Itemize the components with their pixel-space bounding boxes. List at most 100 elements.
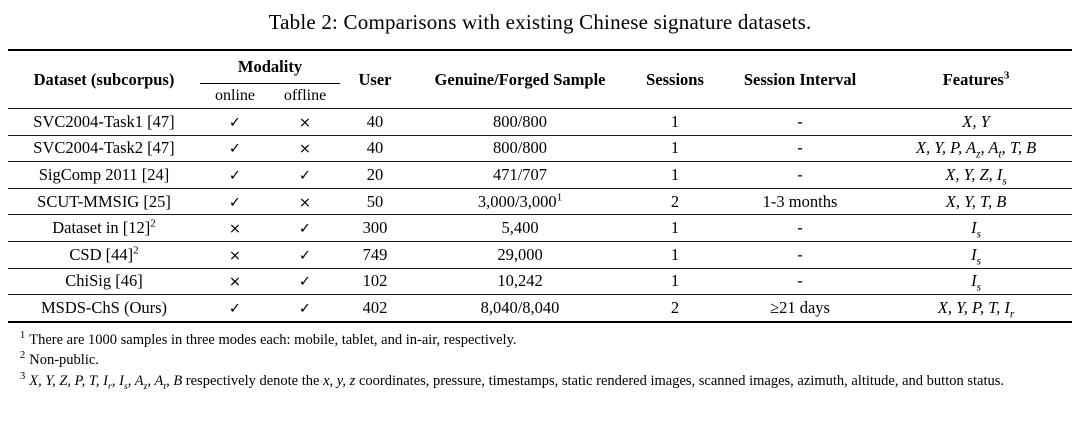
check-icon: ✓	[228, 300, 242, 317]
online-cross-icon: ×	[200, 241, 270, 268]
col-header-sessions: Sessions	[630, 50, 720, 109]
cell-dataset: ChiSig [46]	[65, 271, 143, 291]
col-header-offline: offline	[283, 87, 327, 104]
online-cross-icon: ×	[200, 215, 270, 242]
table-row: Dataset in [12]2 × ✓ 300 5,400 1 - Is	[8, 214, 1073, 242]
cell-dataset: SigComp 2011 [24]	[38, 164, 170, 184]
cell-interval: -	[797, 244, 803, 264]
cell-sessions: 2	[670, 191, 680, 211]
check-icon: ✓	[298, 274, 312, 291]
cell-interval: -	[797, 218, 803, 238]
cell-features: X, Y, Z, Is	[945, 164, 1007, 188]
col-header-modality: Modality	[200, 50, 341, 84]
col-header-online: online	[215, 87, 255, 104]
cell-sessions: 1	[670, 218, 680, 238]
cell-sessions: 1	[670, 138, 680, 158]
cell-user: 300	[362, 218, 388, 238]
cell-dataset: SVC2004-Task2 [47]	[33, 138, 175, 158]
footnote-text: Non-public.	[29, 352, 99, 369]
footnote-marker: 1	[20, 329, 26, 341]
check-icon: ✓	[298, 167, 312, 184]
cell-dataset: SVC2004-Task1 [47]	[33, 111, 175, 131]
offline-check-icon: ✓	[270, 295, 340, 322]
cell-sessions: 1	[670, 271, 680, 291]
check-icon: ✓	[298, 221, 312, 238]
cell-dataset: MSDS-ChS (Ours)	[40, 297, 168, 317]
cell-sample: 8,040/8,040	[480, 297, 560, 317]
table-row: SigComp 2011 [24] ✓ ✓ 20 471/707 1 - X, Y, Z, I…	[8, 161, 1073, 189]
header-row-sub: online offline	[8, 84, 1072, 109]
cell-user: 20	[366, 164, 384, 184]
cell-interval: 1-3 months	[762, 191, 838, 211]
table-row: SVC2004-Task1 [47] ✓ × 40 800/800 1 - X, Y	[8, 108, 1073, 136]
col-header-user: User	[340, 50, 410, 109]
cross-icon: ×	[298, 194, 312, 211]
check-icon: ✓	[228, 141, 242, 158]
check-icon: ✓	[298, 247, 312, 264]
col-header-interval: Session Interval	[720, 50, 880, 109]
cell-sample: 10,242	[497, 271, 543, 291]
col-header-dataset-label: Dataset (subcorpus)	[33, 69, 175, 89]
cell-sample: 3,000/3,0001	[477, 191, 563, 211]
online-check-icon: ✓	[200, 109, 270, 136]
col-header-sample-label: Genuine/Forged Sample	[434, 69, 606, 89]
footnote: 2 Non-public.	[10, 350, 1070, 370]
col-header-user-label: User	[358, 69, 392, 89]
table-row: MSDS-ChS (Ours) ✓ ✓ 402 8,040/8,040 2 ≥21 days…	[8, 294, 1073, 322]
online-check-icon: ✓	[200, 188, 270, 215]
table-caption: Table 2: Comparisons with existing Chine…	[268, 10, 812, 34]
cell-user: 102	[362, 271, 388, 291]
offline-cross-icon: ×	[270, 135, 340, 162]
cell-interval: -	[797, 138, 803, 158]
paper-table-figure: Table 2: Comparisons with existing Chine…	[0, 10, 1080, 391]
cell-user: 749	[362, 244, 388, 264]
cell-dataset: Dataset in [12]2	[52, 217, 156, 238]
offline-check-icon: ✓	[270, 162, 340, 189]
cell-features: X, Y, P, T, Ir	[937, 297, 1015, 321]
table-row: ChiSig [46] × ✓ 102 10,242 1 - Is	[8, 268, 1073, 295]
cell-interval: -	[797, 271, 803, 291]
check-icon: ✓	[298, 300, 312, 317]
table-header: Dataset (subcorpus) Modality User Genuin…	[8, 50, 1073, 109]
cell-user: 402	[362, 297, 388, 317]
col-header-modality-label: Modality	[237, 57, 303, 76]
cell-interval: -	[797, 164, 803, 184]
table-row: SCUT-MMSIG [25] ✓ × 50 3,000/3,0001 2 1-3 mont…	[8, 188, 1073, 215]
offline-check-icon: ✓	[270, 215, 340, 242]
cell-sample: 5,400	[501, 218, 539, 238]
online-cross-icon: ×	[200, 268, 270, 295]
cross-icon: ×	[228, 274, 242, 291]
footnote: 1 There are 1000 samples in three modes e…	[10, 330, 1070, 350]
cell-user: 40	[366, 111, 384, 131]
cell-features: X, Y, P, Az, At, T, B	[915, 138, 1037, 161]
col-header-interval-label: Session Interval	[743, 69, 857, 89]
cell-sample: 800/800	[492, 138, 548, 158]
cell-user: 40	[366, 138, 384, 158]
cell-interval: ≥21 days	[770, 297, 830, 317]
cell-sample: 800/800	[492, 111, 548, 131]
online-check-icon: ✓	[200, 295, 270, 322]
table-row: SVC2004-Task2 [47] ✓ × 40 800/800 1 - X, Y, P, …	[8, 135, 1073, 162]
cell-sessions: 1	[670, 164, 680, 184]
online-check-icon: ✓	[200, 135, 270, 162]
features-footnote-marker: 3	[1003, 69, 1010, 81]
cell-sessions: 2	[670, 297, 680, 317]
check-icon: ✓	[228, 194, 242, 211]
header-row-top: Dataset (subcorpus) Modality User Genuin…	[8, 50, 1072, 89]
cell-interval: -	[797, 111, 803, 131]
col-header-sample: Genuine/Forged Sample	[410, 50, 630, 109]
cross-icon: ×	[298, 114, 312, 131]
comparison-table: Dataset (subcorpus) Modality User Genuin…	[8, 49, 1073, 323]
offline-check-icon: ✓	[270, 241, 340, 268]
cell-features: Is	[971, 271, 981, 294]
footnotes: 1 There are 1000 samples in three modes e…	[10, 330, 1070, 391]
cell-dataset: SCUT-MMSIG [25]	[37, 191, 171, 211]
cross-icon: ×	[228, 247, 242, 264]
cell-sessions: 1	[670, 111, 680, 131]
footnote-marker: 3	[20, 370, 26, 382]
cell-sessions: 1	[670, 244, 680, 264]
cell-features: Is	[971, 218, 981, 241]
footnote-text: X, Y, Z, P, T, Ir, Is, Az, At, B respect…	[29, 372, 1005, 392]
cell-sample: 471/707	[492, 164, 548, 184]
footnote-marker: 2	[20, 350, 26, 362]
